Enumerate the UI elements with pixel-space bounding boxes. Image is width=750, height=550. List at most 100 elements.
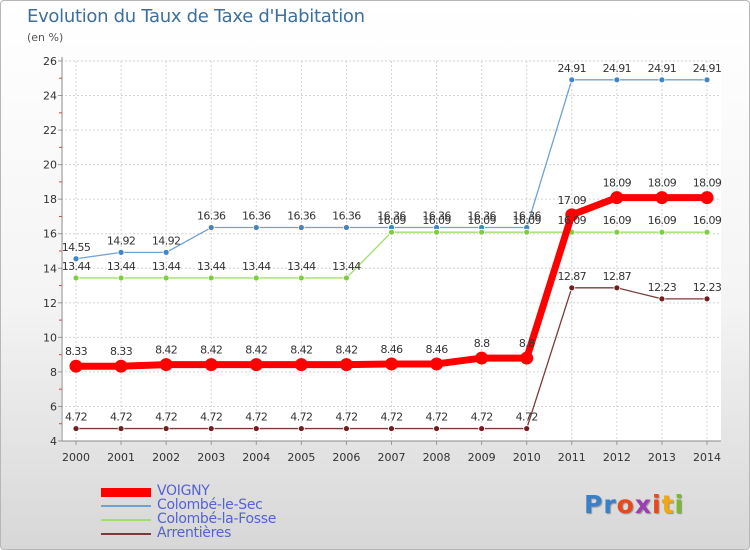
- data-point: [523, 228, 531, 236]
- data-point: [249, 358, 263, 372]
- data-point: [343, 425, 350, 432]
- data-point: [343, 274, 350, 282]
- data-label: 24.91: [648, 62, 677, 75]
- chart-unit-label: (en %): [27, 31, 64, 44]
- data-point: [388, 228, 395, 236]
- data-label: 4.72: [110, 411, 132, 424]
- data-label: 16.36: [332, 210, 361, 223]
- data-point: [613, 284, 621, 292]
- data-label: 13.44: [197, 260, 226, 273]
- data-point: [69, 359, 83, 373]
- x-tick-label: 2002: [152, 451, 180, 464]
- data-point: [703, 76, 711, 84]
- data-label: 8.8: [519, 337, 535, 350]
- data-label: 16.36: [377, 210, 406, 223]
- data-label: 16.09: [377, 214, 406, 227]
- data-label: 8.46: [380, 343, 403, 356]
- data-label: 16.09: [693, 214, 722, 227]
- data-label: 16.36: [467, 210, 496, 223]
- legend-label: Arrentières: [157, 525, 232, 541]
- data-label: 4.72: [155, 411, 177, 424]
- data-point: [658, 228, 666, 236]
- data-point: [430, 357, 444, 371]
- data-label: 4.72: [200, 411, 222, 424]
- y-tick-label: 10: [43, 331, 57, 344]
- data-label: 16.36: [512, 210, 541, 223]
- data-label: 4.72: [290, 411, 312, 424]
- data-label: 14.55: [62, 241, 91, 254]
- data-point: [703, 228, 711, 236]
- data-point: [117, 248, 125, 256]
- data-label: 8.33: [110, 345, 133, 358]
- x-tick-label: 2010: [513, 451, 541, 464]
- data-point: [658, 76, 666, 84]
- data-point: [565, 208, 579, 222]
- data-label: 4.72: [380, 411, 402, 424]
- y-tick-label: 12: [43, 297, 57, 310]
- data-point: [297, 274, 305, 282]
- data-label: 13.44: [107, 260, 136, 273]
- data-point: [117, 425, 125, 432]
- data-label: 13.44: [332, 260, 361, 273]
- data-label: 8.42: [200, 344, 222, 357]
- data-label: 16.09: [512, 214, 541, 227]
- data-point: [252, 274, 260, 282]
- data-point: [343, 224, 350, 231]
- data-label: 13.44: [62, 260, 91, 273]
- data-label: 8.33: [65, 345, 88, 358]
- data-point: [478, 228, 486, 236]
- y-tick-label: 14: [43, 262, 57, 275]
- data-label: 16.36: [197, 210, 226, 223]
- data-point: [159, 358, 173, 372]
- data-point: [297, 425, 305, 432]
- data-point: [700, 191, 714, 205]
- data-label: 8.46: [426, 343, 449, 356]
- data-point: [433, 228, 440, 236]
- data-label: 12.23: [693, 281, 722, 294]
- x-tick-label: 2008: [423, 451, 451, 464]
- x-tick-label: 2012: [603, 451, 631, 464]
- data-point: [610, 191, 624, 205]
- data-point: [252, 425, 260, 432]
- data-label: 8.42: [245, 344, 267, 357]
- data-point: [703, 295, 711, 303]
- y-tick-label: 20: [43, 159, 57, 172]
- legend-label: VOIGNY: [157, 483, 210, 499]
- data-label: 18.09: [648, 177, 677, 190]
- data-point: [613, 228, 621, 236]
- x-tick-label: 2013: [648, 451, 676, 464]
- x-tick-label: 2014: [693, 451, 721, 464]
- data-label: 8.42: [290, 344, 312, 357]
- legend-label: Colombé-la-Fosse: [157, 511, 277, 527]
- proxiti-logo: Proxiti: [584, 490, 685, 519]
- legend-swatch: [101, 533, 151, 535]
- data-point: [385, 357, 398, 371]
- y-tick-label: 24: [43, 90, 57, 103]
- data-point: [207, 224, 215, 231]
- y-tick-label: 26: [43, 55, 57, 68]
- data-point: [72, 425, 80, 432]
- y-tick-label: 8: [50, 366, 57, 379]
- data-point: [117, 274, 125, 282]
- data-label: 4.72: [516, 411, 538, 424]
- data-label: 24.91: [603, 62, 632, 75]
- data-label: 16.09: [558, 214, 587, 227]
- x-tick-label: 2000: [62, 451, 90, 464]
- data-label: 4.72: [471, 411, 493, 424]
- legend-label: Colombé-le-Sec: [157, 497, 263, 513]
- y-tick-label: 22: [43, 124, 57, 137]
- x-tick-label: 2007: [378, 451, 406, 464]
- y-tick-label: 18: [43, 193, 57, 206]
- data-point: [114, 359, 128, 373]
- data-point: [207, 274, 215, 282]
- data-point: [388, 425, 395, 432]
- data-point: [339, 358, 353, 372]
- data-point: [162, 425, 170, 432]
- data-point: [523, 425, 531, 432]
- x-tick-label: 2009: [468, 451, 496, 464]
- data-label: 16.36: [242, 210, 271, 223]
- data-point: [475, 351, 489, 365]
- y-tick-label: 6: [50, 400, 57, 413]
- data-label: 14.92: [107, 234, 136, 247]
- data-label: 12.87: [603, 270, 632, 283]
